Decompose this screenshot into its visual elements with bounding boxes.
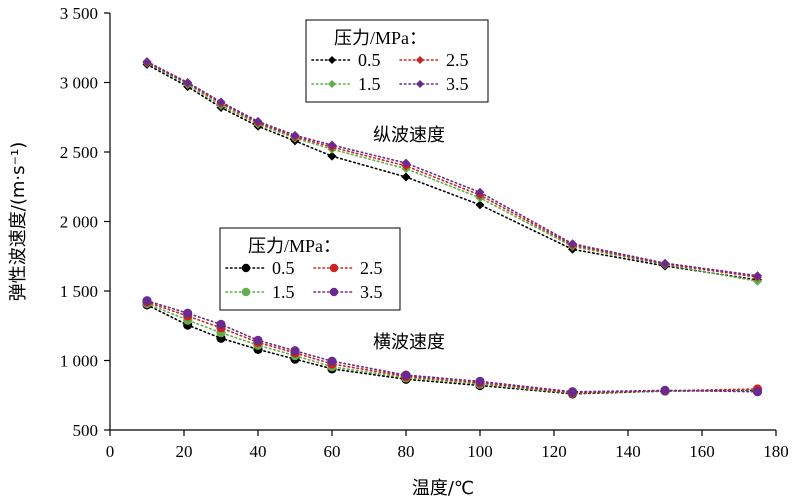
x-tick-label: 20: [176, 442, 193, 461]
data-point: [567, 387, 578, 397]
data-point: [327, 356, 337, 366]
x-tick-label: 140: [615, 442, 641, 461]
plot-lines: [142, 57, 763, 399]
y-tick-label: 1 500: [60, 282, 98, 301]
axes: 0 20 40 60 80 100 120 140 160 180 500 1 000 1 500 2 …: [60, 4, 789, 461]
x-tick-label: 100: [467, 442, 493, 461]
data-point: [327, 140, 337, 150]
legend-entry-p2_5: 2.5: [399, 50, 469, 70]
x-axis-title: 温度/℃: [412, 478, 474, 499]
x-tick-label: 160: [689, 442, 715, 461]
p-wave-annotation: 纵波速度: [373, 125, 445, 146]
s-wave-series-p0_5: [142, 300, 763, 399]
data-point: [752, 387, 763, 397]
data-point: [183, 78, 193, 87]
x-tick-label: 60: [324, 442, 341, 461]
x-tick-label: 180: [763, 442, 789, 461]
x-tick-label: 0: [106, 442, 115, 461]
legend-entry-p1_5: 1.5: [225, 282, 295, 302]
s-wave-annotation: 横波速度: [373, 332, 445, 353]
x-tick-label: 40: [250, 442, 267, 461]
data-point: [290, 346, 300, 356]
legend-marker: [241, 287, 251, 297]
legend-label: 0.5: [358, 50, 381, 70]
data-point: [401, 158, 411, 168]
data-point: [253, 335, 263, 345]
legend-entry-p3_5: 3.5: [399, 74, 469, 94]
legend-entry-p0_5: 0.5: [311, 50, 381, 70]
data-point: [660, 385, 670, 395]
y-axis-title: 弹性波速度/(m·s⁻¹): [8, 142, 29, 301]
s-wave-series-p1_5: [142, 298, 763, 398]
series-line: [146, 299, 759, 393]
legend-marker: [416, 56, 424, 64]
y-tick-label: 3 500: [60, 4, 98, 23]
legend-label: 2.5: [360, 258, 383, 278]
legend-entry-p1_5: 1.5: [311, 74, 381, 94]
legend-marker: [416, 80, 424, 88]
data-point: [753, 271, 762, 281]
data-point: [253, 116, 263, 126]
legend-box: [305, 19, 489, 103]
data-point: [290, 130, 300, 140]
legend-entry-p3_5: 3.5: [313, 282, 383, 302]
data-point: [475, 187, 485, 197]
legend-label: 1.5: [358, 74, 381, 94]
s-wave-legend: 压力/MPa： 0.5 2.5 1.5 3.5: [219, 227, 401, 311]
y-tick-label: 2 500: [60, 143, 98, 162]
x-tick-label: 120: [541, 442, 567, 461]
legend-marker: [328, 56, 336, 64]
x-axis-ticks: 0 20 40 60 80 100 120 140 160 180: [106, 430, 789, 461]
legend-label: 3.5: [360, 282, 383, 302]
data-point: [327, 151, 337, 161]
y-tick-label: 2 000: [60, 213, 98, 232]
data-point: [475, 376, 485, 386]
data-point: [142, 57, 152, 67]
p-wave-series-p3_5: [142, 57, 762, 281]
p-wave-legend: 压力/MPa： 0.5 2.5 1.5 3.5: [305, 19, 489, 103]
data-point: [216, 319, 226, 329]
s-wave-series-p3_5: [142, 296, 763, 397]
data-point: [142, 296, 152, 306]
data-point: [183, 308, 193, 318]
legend-label: 3.5: [446, 74, 469, 94]
legend-title: 压力/MPa：: [248, 236, 341, 256]
data-point: [401, 172, 411, 182]
legend-label: 1.5: [272, 282, 295, 302]
y-tick-label: 500: [73, 421, 99, 440]
legend-marker: [329, 287, 339, 297]
y-axis-ticks: 500 1 000 1 500 2 000 2 500 3 000 3 500: [60, 4, 110, 440]
data-point: [475, 200, 485, 210]
legend-marker: [241, 263, 251, 273]
legend-label: 0.5: [272, 258, 295, 278]
legend-label: 2.5: [446, 50, 469, 70]
legend-entry-p2_5: 2.5: [313, 258, 383, 278]
series-line: [146, 62, 759, 283]
x-tick-label: 80: [398, 442, 415, 461]
data-point: [568, 239, 577, 249]
legend-entry-p0_5: 0.5: [225, 258, 295, 278]
data-point: [401, 370, 411, 380]
legend-title: 压力/MPa：: [334, 28, 427, 48]
legend-marker: [329, 263, 339, 273]
data-point: [216, 97, 226, 107]
y-tick-label: 1 000: [60, 352, 98, 371]
legend-marker: [328, 80, 336, 88]
y-tick-label: 3 000: [60, 74, 98, 93]
data-point: [660, 258, 670, 268]
